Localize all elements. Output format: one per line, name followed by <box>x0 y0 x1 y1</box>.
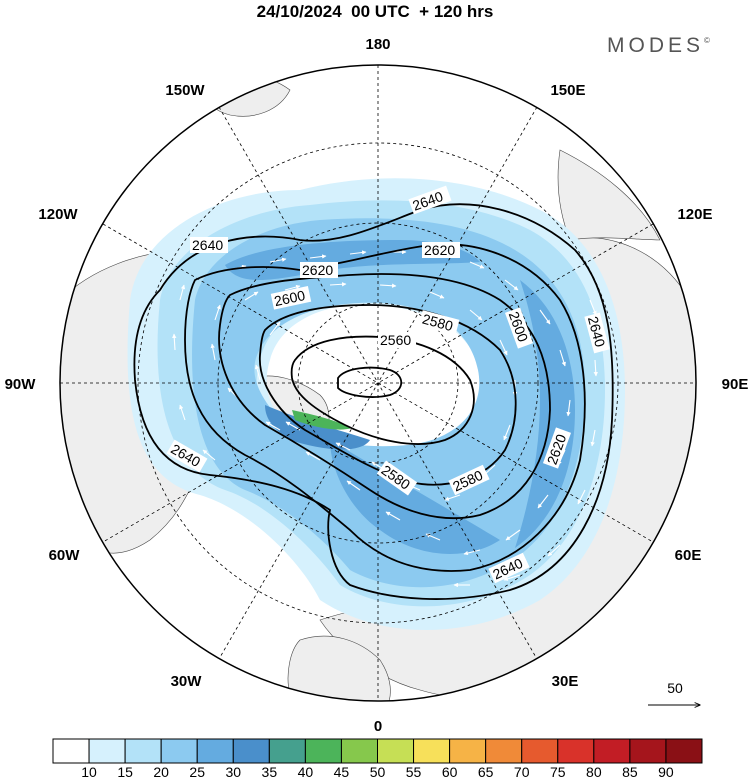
lon-label-30w: 30W <box>171 673 203 690</box>
contour-2580 <box>259 304 517 486</box>
colorbar-swatch <box>485 738 523 764</box>
lon-label-150w: 150W <box>165 82 205 99</box>
contour-label: 2640 <box>585 315 609 349</box>
colorbar-swatch <box>377 738 415 764</box>
wind-vectors <box>172 249 598 588</box>
colorbar-swatch <box>413 738 451 764</box>
lon-label-150e: 150E <box>550 82 585 99</box>
wind-speed-shading <box>127 178 625 631</box>
contour-label: 2640 <box>192 237 223 253</box>
lon-label-120e: 120E <box>677 206 712 223</box>
colorbar-tick-label: 85 <box>622 764 638 780</box>
colorbar-tick-label: 10 <box>81 764 97 780</box>
colorbar-swatch <box>449 738 487 764</box>
reference-vector-label: 50 <box>667 680 683 696</box>
wind-jet-core-bottom <box>330 440 500 554</box>
brand-logo: MODES© <box>607 34 710 58</box>
colorbar-tick-label: 40 <box>298 764 314 780</box>
colorbar-swatch <box>665 738 703 764</box>
colorbar-tick-label: 30 <box>225 764 241 780</box>
contour-label: 2620 <box>302 262 333 278</box>
colorbar-swatch <box>268 738 306 764</box>
colorbar-tick-label: 35 <box>262 764 278 780</box>
map-border <box>59 64 697 702</box>
contour-2540-low <box>337 366 403 398</box>
height-contours <box>133 203 614 600</box>
colorbar-tick-label: 15 <box>117 764 133 780</box>
map-disc: 2640 2620 2600 2580 2560 2640 2620 2600 … <box>60 65 696 701</box>
reference-vector: 50 <box>648 680 700 705</box>
longitude-labels: 180 0 90W 90E 150W 120W 150E 120E 60W 30… <box>5 36 749 735</box>
lon-label-60e: 60E <box>675 547 702 564</box>
contour-2620 <box>184 243 586 572</box>
pole-clear <box>328 350 419 410</box>
colorbar-tick-label: 80 <box>586 764 602 780</box>
contour-label: 2560 <box>380 332 411 348</box>
lon-label-30e: 30E <box>552 673 579 690</box>
colorbar: 10 15 20 25 30 35 40 45 50 55 60 65 70 75 80 85 90 <box>52 738 703 780</box>
brand-mark: © <box>704 36 710 45</box>
colorbar-tick-label: 90 <box>658 764 674 780</box>
lon-label-90e: 90E <box>722 376 749 393</box>
wind-jet-peak <box>292 410 352 430</box>
colorbar-swatch <box>160 738 198 764</box>
colorbar-swatch <box>340 738 379 764</box>
colorbar-tick-label: 70 <box>514 764 530 780</box>
wind-band-inner <box>192 218 585 588</box>
wind-jet-core-right <box>515 280 575 548</box>
colorbar-tick-label: 60 <box>442 764 458 780</box>
contour-label: 2620 <box>424 242 455 258</box>
contour-2600 <box>218 273 551 519</box>
contour-label: 2580 <box>421 311 455 335</box>
colorbar-swatch <box>232 738 270 764</box>
siberia-land <box>557 149 661 241</box>
contour-label: 2600 <box>273 287 307 309</box>
lon-label-0: 0 <box>374 718 382 735</box>
europe-land <box>287 635 391 701</box>
colorbar-swatch <box>557 738 595 764</box>
colorbar-swatch <box>196 738 234 764</box>
colorbar-tick-label: 55 <box>406 764 422 780</box>
colorbar-tick-label: 75 <box>550 764 566 780</box>
colorbar-swatch <box>124 738 162 764</box>
brand-name: MODES <box>607 34 705 57</box>
colorbar-tick-label: 25 <box>189 764 205 780</box>
lon-label-180: 180 <box>365 36 390 53</box>
colorbar-swatch <box>593 738 631 764</box>
colorbar-swatch <box>304 738 342 764</box>
colorbar-tick-label: 45 <box>334 764 350 780</box>
lon-label-60w: 60W <box>49 547 81 564</box>
colorbar-swatch <box>521 738 559 764</box>
colorbar-swatch <box>629 738 667 764</box>
lon-label-90w: 90W <box>5 376 37 393</box>
colorbar-swatch <box>88 738 126 764</box>
colorbar-tick-label: 20 <box>153 764 169 780</box>
colorbar-tick-label: 65 <box>478 764 494 780</box>
contour-2640-outer <box>133 203 614 600</box>
colorbar-swatch <box>52 738 90 764</box>
wind-jet-max <box>265 405 370 450</box>
map-title: 24/10/2024 00 UTC + 120 hrs <box>256 2 494 21</box>
colorbar-tick-label: 50 <box>370 764 386 780</box>
lon-label-120w: 120W <box>38 206 78 223</box>
